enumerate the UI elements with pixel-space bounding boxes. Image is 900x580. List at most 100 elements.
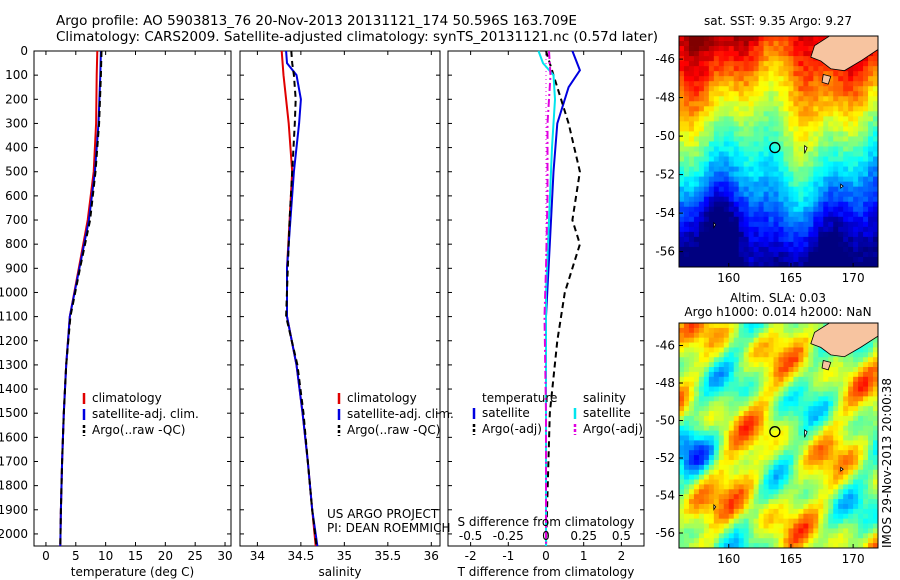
x-axis-label: salinity xyxy=(318,565,361,579)
y-tick-label: -56 xyxy=(655,526,675,540)
s-diff-tick-label: -0.5 xyxy=(459,529,482,543)
argo-position-marker xyxy=(769,141,781,154)
legend-label: Argo(-adj) xyxy=(482,422,542,436)
land-stewart-island xyxy=(821,74,832,85)
y-tick-label: -56 xyxy=(655,245,675,259)
y-tick-label: 900 xyxy=(5,261,28,275)
y-tick-label: -54 xyxy=(655,489,675,503)
temperature-profile-panel: 0 5 10 15 20 25 300100200300400500600700800900… xyxy=(0,44,233,579)
sla-map: 160 165 170 -46 -48 -50 -52 -54 -56 xyxy=(655,322,879,566)
y-tick-label: -54 xyxy=(655,206,675,220)
series-line-salinity-argo-adj- xyxy=(543,50,552,546)
sla-map-title-line-1: Altim. SLA: 0.03 xyxy=(730,291,826,305)
x-tick-label: 0 xyxy=(542,549,550,563)
x-tick-label: -1 xyxy=(502,549,514,563)
legend-label: Argo(..raw -QC) xyxy=(92,423,185,437)
s-diff-tick-label: -0.25 xyxy=(493,529,524,543)
s-diff-tick-label: 0 xyxy=(542,529,550,543)
x-axis-label: temperature (deg C) xyxy=(71,565,194,579)
y-tick-label: -48 xyxy=(655,91,675,105)
y-tick-label: -52 xyxy=(655,451,675,465)
y-tick-label: -50 xyxy=(655,414,675,428)
x-tick-label: 1 xyxy=(580,549,588,563)
macquarie-island xyxy=(713,221,717,229)
y-tick-label: 500 xyxy=(5,165,28,179)
sst-map: 160 165 170 -46 -48 -50 -52 -54 -56 xyxy=(655,35,879,285)
campbell-island xyxy=(840,466,844,472)
macquarie-island xyxy=(713,503,717,511)
x-tick-label: 170 xyxy=(842,271,865,285)
s-diff-tick-label: 0.25 xyxy=(570,529,597,543)
legend-label: Argo(-adj) xyxy=(583,422,643,436)
legend-label: satellite-adj. clim. xyxy=(92,407,199,421)
y-tick-label: 600 xyxy=(5,189,28,203)
legend-label: climatology xyxy=(92,391,162,405)
y-tick-label: -48 xyxy=(655,376,675,390)
x-tick-label: 10 xyxy=(98,549,113,563)
sst-map-frame xyxy=(678,35,879,268)
legend-label: satellite xyxy=(583,406,631,420)
sla-map-title-line-2: Argo h1000: 0.014 h2000: NaN xyxy=(684,305,871,319)
y-tick-label: 0 xyxy=(20,44,28,58)
difference-profile-panel: -2 -1 0 1 2 T difference from climatology xyxy=(447,50,645,579)
sla-map-frame xyxy=(678,322,879,549)
x-tick-label: 35 xyxy=(337,549,352,563)
x-tick-label: 15 xyxy=(128,549,143,563)
legend-label: Argo(..raw -QC) xyxy=(347,423,440,437)
y-tick-label: -50 xyxy=(655,129,675,143)
auckland-islands xyxy=(804,144,808,154)
x-tick-label: 25 xyxy=(188,549,203,563)
x-tick-label: 20 xyxy=(158,549,173,563)
x-tick-label: 36 xyxy=(424,549,439,563)
credit-pi: PI: DEAN ROEMMICH xyxy=(327,521,450,535)
s-diff-tick-label: 0.5 xyxy=(612,529,631,543)
x-tick-label: 165 xyxy=(779,552,802,566)
y-tick-label: 1100 xyxy=(0,310,28,324)
argo-position-marker xyxy=(769,426,781,438)
imos-timestamp: IMOS 29-Nov-2013 20:00:38 xyxy=(880,378,894,548)
y-tick-label: 1300 xyxy=(0,358,28,372)
y-tick-label: 1500 xyxy=(0,406,28,420)
x-tick-label: 0 xyxy=(42,549,50,563)
y-tick-label: 1900 xyxy=(0,503,28,517)
x-tick-label: 30 xyxy=(217,549,232,563)
x-tick-label: 2 xyxy=(618,549,626,563)
x-tick-label: 165 xyxy=(779,271,802,285)
y-tick-label: 1800 xyxy=(0,479,28,493)
y-tick-label: 1700 xyxy=(0,454,28,468)
y-tick-label: -46 xyxy=(655,52,675,66)
y-tick-label: 100 xyxy=(5,68,28,82)
y-tick-label: 2000 xyxy=(0,527,28,541)
series-line-argo-raw-qc- xyxy=(59,50,103,547)
series-line-argo-raw-qc- xyxy=(285,50,318,547)
legend-label: satellite xyxy=(482,406,530,420)
y-tick-label: 300 xyxy=(5,116,28,130)
series-line-temperature-argo-adj- xyxy=(545,50,581,547)
x-tick-label: 34.5 xyxy=(288,549,315,563)
y-tick-label: 1200 xyxy=(0,334,28,348)
y-tick-label: 1400 xyxy=(0,382,28,396)
legend-label: climatology xyxy=(347,391,417,405)
legend-heading: temperature xyxy=(482,391,557,405)
land-stewart-island xyxy=(821,360,832,371)
salinity-profile-panel: 34 34.5 35 35.5 36 salinity xyxy=(239,50,441,579)
figure-title-line-1: Argo profile: AO 5903813_76 20-Nov-2013 … xyxy=(56,13,577,29)
x-tick-label: 5 xyxy=(72,549,80,563)
x-tick-label: 35.5 xyxy=(374,549,401,563)
x-tick-label: 34 xyxy=(250,549,265,563)
y-tick-label: 800 xyxy=(5,237,28,251)
y-tick-label: 1600 xyxy=(0,430,28,444)
salinity-profile-frame xyxy=(239,50,441,547)
legend-heading: salinity xyxy=(583,391,626,405)
sst-map-title: sat. SST: 9.35 Argo: 9.27 xyxy=(704,14,852,28)
y-tick-label: -46 xyxy=(655,339,675,353)
y-tick-label: 200 xyxy=(5,92,28,106)
x-tick-label: 160 xyxy=(717,552,740,566)
y-tick-label: 400 xyxy=(5,141,28,155)
campbell-island xyxy=(840,183,844,189)
x-axis-label: T difference from climatology xyxy=(457,565,635,579)
auckland-islands xyxy=(804,429,808,438)
temperature-profile-frame xyxy=(33,50,232,547)
y-tick-label: 700 xyxy=(5,213,28,227)
